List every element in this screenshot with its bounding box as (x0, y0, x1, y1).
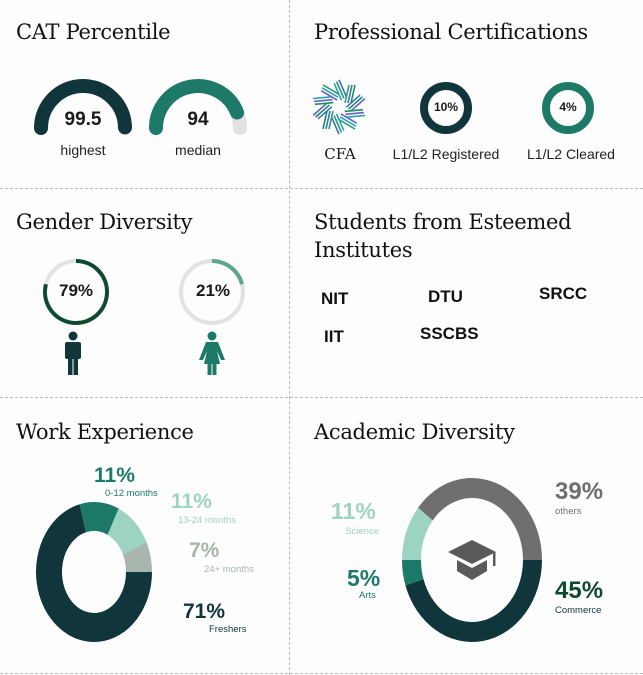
row-divider (0, 673, 643, 674)
column-divider (289, 0, 290, 675)
slice-value: 71% (183, 600, 226, 623)
slice-value: 5% (347, 565, 381, 591)
institute-name: SRCC (539, 284, 588, 303)
slice-label: Arts (359, 590, 376, 601)
slice-value: 45% (555, 577, 604, 604)
institute-name: IIT (324, 327, 344, 346)
slice-freshers (36, 504, 152, 642)
male-icon (65, 331, 81, 375)
panel-title: Academic Diversity (314, 420, 515, 444)
slice-value: 11% (171, 490, 212, 513)
gauge-label: median (175, 142, 221, 158)
ring-fill (211, 259, 244, 285)
slice-others (418, 478, 542, 560)
slice-commerce (405, 560, 542, 642)
gauge-value: 99.5 (64, 109, 102, 130)
registered-value: 10% (433, 100, 459, 114)
slice-label: 13-24 months (178, 515, 237, 526)
cleared-value: 4% (559, 100, 577, 114)
registered-label: L1/L2 Registered (392, 146, 500, 162)
institute-name: DTU (428, 287, 463, 306)
cleared-ring (542, 82, 594, 134)
slice-value: 7% (189, 539, 220, 562)
panel-title: Gender Diversity (16, 210, 193, 234)
cfa-label: CFA (324, 145, 356, 163)
gauge-value: 94 (187, 109, 209, 130)
slice-value: 11% (94, 464, 135, 487)
female-icon (199, 331, 225, 375)
panel-title: CAT Percentile (16, 20, 171, 44)
gauge-fill (149, 79, 245, 135)
slice-label: others (555, 506, 582, 517)
ring-fill (43, 259, 109, 325)
panel-title: Work Experience (16, 420, 194, 444)
slice-13-24-months (107, 508, 147, 555)
institute-name: NIT (321, 289, 349, 308)
slice-24-plus-months (122, 542, 152, 572)
slice-value: 39% (555, 478, 604, 505)
slice-label: Commerce (555, 605, 602, 616)
panel-title: Students from Esteemed (314, 210, 572, 234)
slice-label: 0-12 months (105, 488, 158, 499)
slice-label: 24+ months (204, 564, 254, 575)
gauge-fill (34, 79, 132, 135)
institute-name: SSCBS (420, 324, 479, 343)
row-divider (0, 188, 643, 189)
slice-science (402, 507, 433, 560)
cleared-label: L1/L2 Cleared (527, 146, 615, 162)
panel-title: Professional Certifications (314, 20, 588, 44)
slice-label: Freshers (209, 624, 247, 635)
slice-value: 11% (331, 498, 376, 524)
slice-label: Science (345, 526, 379, 537)
row-divider (0, 397, 643, 398)
slice-arts (402, 560, 424, 586)
panel-title: Institutes (314, 238, 413, 262)
slice-0-12-months (79, 502, 119, 535)
female-percent: 21% (195, 281, 231, 300)
registered-ring (420, 82, 472, 134)
gauge-label: highest (60, 142, 106, 158)
male-percent: 79% (58, 281, 94, 300)
